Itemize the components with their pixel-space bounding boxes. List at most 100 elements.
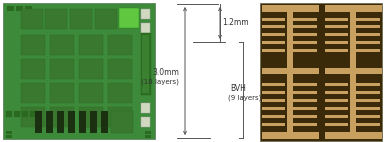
Text: BVH: BVH bbox=[230, 83, 246, 92]
Bar bbox=[356, 115, 380, 118]
Bar bbox=[356, 25, 380, 28]
Bar bbox=[325, 18, 348, 21]
Bar bbox=[325, 68, 382, 74]
Bar bbox=[293, 25, 317, 28]
Bar bbox=[325, 5, 382, 12]
Bar bbox=[145, 131, 151, 134]
Bar bbox=[262, 123, 285, 126]
Bar bbox=[293, 18, 317, 21]
Bar bbox=[293, 99, 317, 102]
Bar bbox=[293, 91, 317, 94]
Bar bbox=[325, 115, 348, 118]
Bar bbox=[356, 91, 380, 94]
Bar bbox=[262, 49, 285, 52]
Bar bbox=[101, 111, 108, 133]
Text: (9 layers): (9 layers) bbox=[228, 95, 262, 101]
Bar bbox=[262, 41, 285, 44]
Bar bbox=[293, 49, 317, 52]
Bar bbox=[293, 115, 317, 118]
Bar bbox=[356, 18, 380, 21]
Bar bbox=[262, 132, 319, 139]
Bar bbox=[325, 123, 348, 126]
Bar bbox=[262, 99, 285, 102]
Bar bbox=[260, 3, 382, 141]
Bar bbox=[325, 107, 348, 110]
Bar bbox=[325, 33, 348, 36]
Bar bbox=[262, 18, 285, 21]
Bar bbox=[6, 131, 12, 134]
Bar bbox=[262, 5, 319, 12]
Bar bbox=[141, 9, 150, 19]
Bar bbox=[142, 35, 149, 93]
Bar bbox=[108, 107, 132, 127]
Bar bbox=[25, 6, 32, 11]
Bar bbox=[325, 132, 382, 139]
Text: 1.2mm: 1.2mm bbox=[222, 17, 248, 27]
Bar bbox=[287, 5, 293, 139]
Bar bbox=[79, 59, 103, 79]
Bar bbox=[141, 33, 151, 95]
Bar bbox=[79, 35, 103, 55]
Bar bbox=[6, 111, 12, 117]
Bar bbox=[35, 111, 42, 133]
Bar bbox=[325, 99, 348, 102]
Bar bbox=[45, 9, 67, 29]
Bar bbox=[325, 49, 348, 52]
Bar bbox=[141, 103, 150, 113]
Bar bbox=[70, 9, 92, 29]
Bar bbox=[356, 33, 380, 36]
Bar bbox=[111, 111, 133, 133]
Bar bbox=[30, 111, 36, 117]
Bar bbox=[21, 59, 45, 79]
Bar bbox=[262, 33, 285, 36]
Bar bbox=[16, 6, 23, 11]
Bar bbox=[119, 8, 139, 28]
Bar bbox=[293, 123, 317, 126]
Bar bbox=[356, 99, 380, 102]
Bar bbox=[57, 111, 64, 133]
Bar bbox=[293, 107, 317, 110]
Bar bbox=[21, 35, 45, 55]
Bar bbox=[325, 25, 348, 28]
Bar bbox=[350, 5, 356, 139]
Bar bbox=[108, 59, 132, 79]
Bar bbox=[79, 111, 86, 133]
Bar bbox=[262, 107, 285, 110]
Bar bbox=[262, 83, 285, 86]
Bar bbox=[293, 83, 317, 86]
Bar bbox=[293, 33, 317, 36]
Bar bbox=[325, 91, 348, 94]
Bar bbox=[145, 135, 151, 138]
Bar bbox=[21, 9, 43, 29]
Bar bbox=[79, 107, 103, 127]
Bar bbox=[46, 111, 53, 133]
Bar bbox=[14, 111, 20, 117]
Bar bbox=[293, 41, 317, 44]
Bar bbox=[262, 68, 319, 74]
Bar bbox=[50, 35, 74, 55]
Bar bbox=[262, 115, 285, 118]
Bar bbox=[21, 83, 45, 103]
Bar bbox=[50, 59, 74, 79]
Bar bbox=[356, 123, 380, 126]
Bar bbox=[262, 91, 285, 94]
Bar bbox=[356, 41, 380, 44]
Text: 3.0mm: 3.0mm bbox=[152, 67, 179, 77]
Bar bbox=[50, 83, 74, 103]
Bar bbox=[68, 111, 75, 133]
Bar bbox=[325, 83, 348, 86]
Bar bbox=[325, 41, 348, 44]
Bar bbox=[108, 35, 132, 55]
Bar bbox=[356, 83, 380, 86]
Bar bbox=[6, 135, 12, 138]
Bar bbox=[90, 111, 97, 133]
Bar bbox=[108, 83, 132, 103]
Bar bbox=[141, 23, 150, 33]
Bar bbox=[50, 107, 74, 127]
Bar bbox=[95, 9, 117, 29]
Bar bbox=[356, 107, 380, 110]
Bar bbox=[356, 49, 380, 52]
Bar bbox=[262, 25, 285, 28]
Bar bbox=[22, 111, 28, 117]
Bar bbox=[7, 6, 14, 11]
